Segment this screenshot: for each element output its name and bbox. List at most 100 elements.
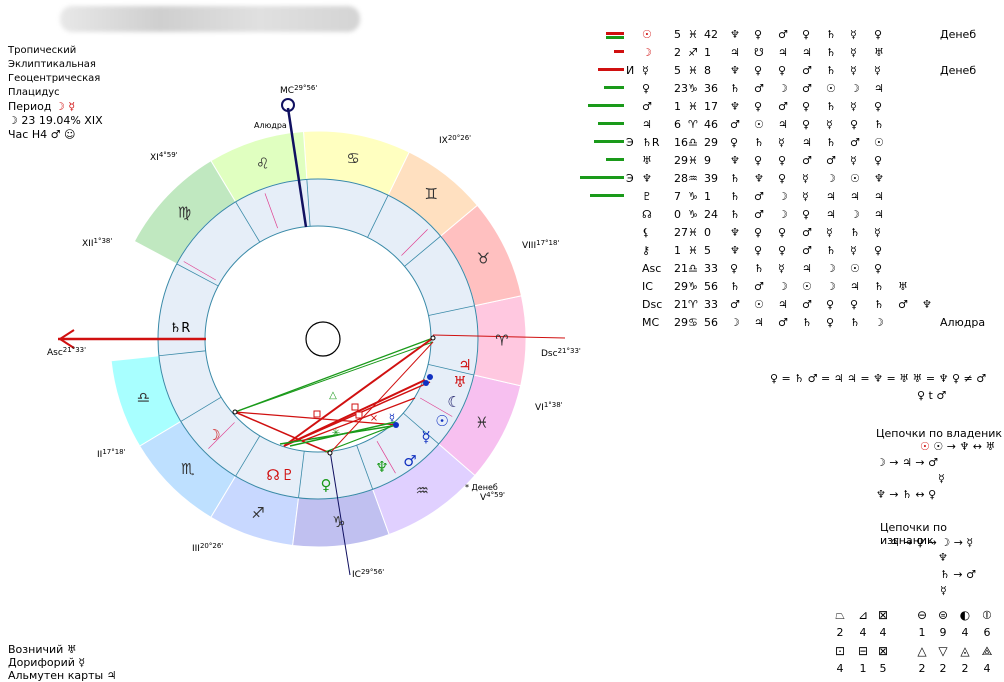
aspect-figure-icon: ⏢: [835, 608, 845, 622]
table-cell: ☽: [730, 316, 740, 329]
aspect-figure-count: 2: [939, 662, 947, 675]
ic-axis: [329, 450, 351, 576]
blurred-title: [60, 6, 360, 32]
table-cell: ♂: [778, 100, 788, 113]
table-cell: ♃: [642, 118, 652, 131]
moon-icon: ☽: [207, 426, 220, 444]
cusp-label: VI1°38': [535, 401, 563, 413]
table-cell: ♀: [754, 100, 763, 113]
zodiac-signs: ♎ ♏ ♐ ♑ ♒ ♓ ♈ ♉ ♊ ♋ ♌ ♍: [137, 149, 509, 530]
aspect-figure-count: 2: [836, 626, 844, 639]
svg-text:×: ×: [370, 413, 378, 424]
table-cell: Dsc: [642, 298, 663, 311]
table-cell: ♃: [778, 298, 788, 311]
table-cell: ⚷: [642, 244, 651, 257]
zodiac-type: Тропический: [8, 45, 77, 56]
table-cell: ♀: [850, 118, 859, 131]
table-cell: ♓: [688, 226, 698, 239]
house-spoke: [158, 350, 206, 357]
table-cell: ♀: [642, 82, 651, 95]
table-cell: ♆: [642, 172, 652, 185]
table-cell: 1: [674, 244, 681, 257]
table-cell: ♂: [802, 226, 812, 239]
equality-line-2: ♀ t ♂: [917, 389, 947, 402]
mid-house-line: [376, 441, 396, 474]
cusp-label: VIII17°18': [522, 239, 559, 251]
table-cell: 21: [674, 262, 688, 275]
house-spokes: [158, 179, 475, 498]
svg-text:Asc21°33': Asc21°33': [47, 346, 86, 358]
sign-glyph-icon: ♉: [477, 249, 490, 267]
cusp-label: XII1°38': [82, 237, 112, 249]
table-cell: ♀: [754, 28, 763, 41]
table-cell: ☽: [826, 172, 836, 185]
exile-l1: ♃ → ♀ → ☽ → ☿: [890, 536, 974, 549]
table-cell: ♀: [826, 298, 835, 311]
table-cell: ♆: [730, 244, 740, 257]
aspect-figure-icon: ⊠: [877, 608, 889, 622]
aspect-figure-icon: ⊠: [877, 644, 889, 658]
table-cell: ♄: [730, 190, 740, 203]
table-cell: ♎: [688, 136, 698, 149]
table-cell: ♃: [778, 46, 788, 59]
pluto-icon: ♇: [281, 466, 294, 484]
table-cell: ☿: [826, 118, 833, 131]
table-cell: ☽: [642, 46, 652, 59]
table-cell: ♆: [730, 154, 740, 167]
sign-glyph-icon: ♑: [332, 513, 345, 531]
aspect-figure-icon: ⊜: [937, 608, 949, 622]
center-type: Геоцентрическая: [8, 73, 101, 84]
table-cell: ♆: [922, 298, 932, 311]
table-cell: Денеб: [940, 64, 977, 77]
dsc-axis: [432, 334, 566, 339]
table-cell: ♀: [874, 154, 883, 167]
table-cell: ♄: [826, 64, 836, 77]
table-cell: 46: [704, 118, 718, 131]
natal-chart-wheel: △ × ✳ ☿ ♄R ☽ ☊ ♇ ♀ ♆ ♂ ☿ ☉ ♃ ♅ ☾ ♎ ♏ ♐ ♑ ♒ ♓ ♈…: [47, 84, 581, 580]
svg-text:Dsc21°33': Dsc21°33': [541, 347, 581, 359]
table-cell: ♀: [778, 172, 787, 185]
table-cell: ♀: [754, 154, 763, 167]
star-deneb: * Денеб: [465, 483, 498, 492]
table-cell: 0: [674, 208, 681, 221]
table-cell: ♀: [874, 100, 883, 113]
table-cell: IC: [642, 280, 653, 293]
house-spoke: [235, 201, 261, 243]
table-cell: И: [626, 64, 635, 77]
sign-glyph-icon: ♒: [415, 482, 428, 500]
asc-arrow-icon: [58, 329, 75, 349]
ownership-title: Цепочки по владеник: [876, 427, 1003, 440]
table-cell: ♆: [730, 28, 740, 41]
table-cell: ♄: [874, 280, 884, 293]
table-cell: ♂: [802, 82, 812, 95]
svg-text:✳: ✳: [332, 428, 340, 439]
doryphory-line: Дорифорий ☿: [8, 656, 86, 669]
cusp-label: V4°59': [480, 491, 505, 503]
sign-glyph-icon: ♋: [346, 149, 359, 167]
table-cell: 33: [704, 298, 718, 311]
exile-l3: ♄ → ♂: [940, 568, 976, 581]
cusp-labels: II17°18' III20°26' V4°59' VI1°38' VIII17°18'…: [82, 134, 563, 554]
table-cell: 1: [704, 190, 711, 203]
table-cell: ♂: [754, 280, 764, 293]
table-cell: ♄: [802, 316, 812, 329]
table-cell: ☉: [850, 262, 860, 275]
table-cell: ♂: [642, 100, 652, 113]
table-cell: 1: [704, 46, 711, 59]
ownership-l2: ☽ → ♃ → ♂: [876, 456, 939, 469]
house-spoke: [428, 364, 474, 376]
table-cell: 5: [674, 28, 681, 41]
table-cell: 27: [674, 226, 688, 239]
table-cell: ♀: [802, 208, 811, 221]
house-spoke: [306, 179, 311, 227]
table-cell: Э: [626, 172, 634, 185]
table-cell: ♓: [688, 244, 698, 257]
period-line: Период ☽ ☿: [8, 100, 103, 114]
table-cell: ♈: [688, 118, 698, 131]
table-cell: ♐: [688, 46, 698, 59]
table-cell: 29: [674, 154, 688, 167]
table-cell: ☿: [642, 64, 649, 77]
table-cell: ♆: [730, 64, 740, 77]
table-cell: ☽: [778, 208, 788, 221]
house-system: Плацидус: [8, 87, 60, 98]
